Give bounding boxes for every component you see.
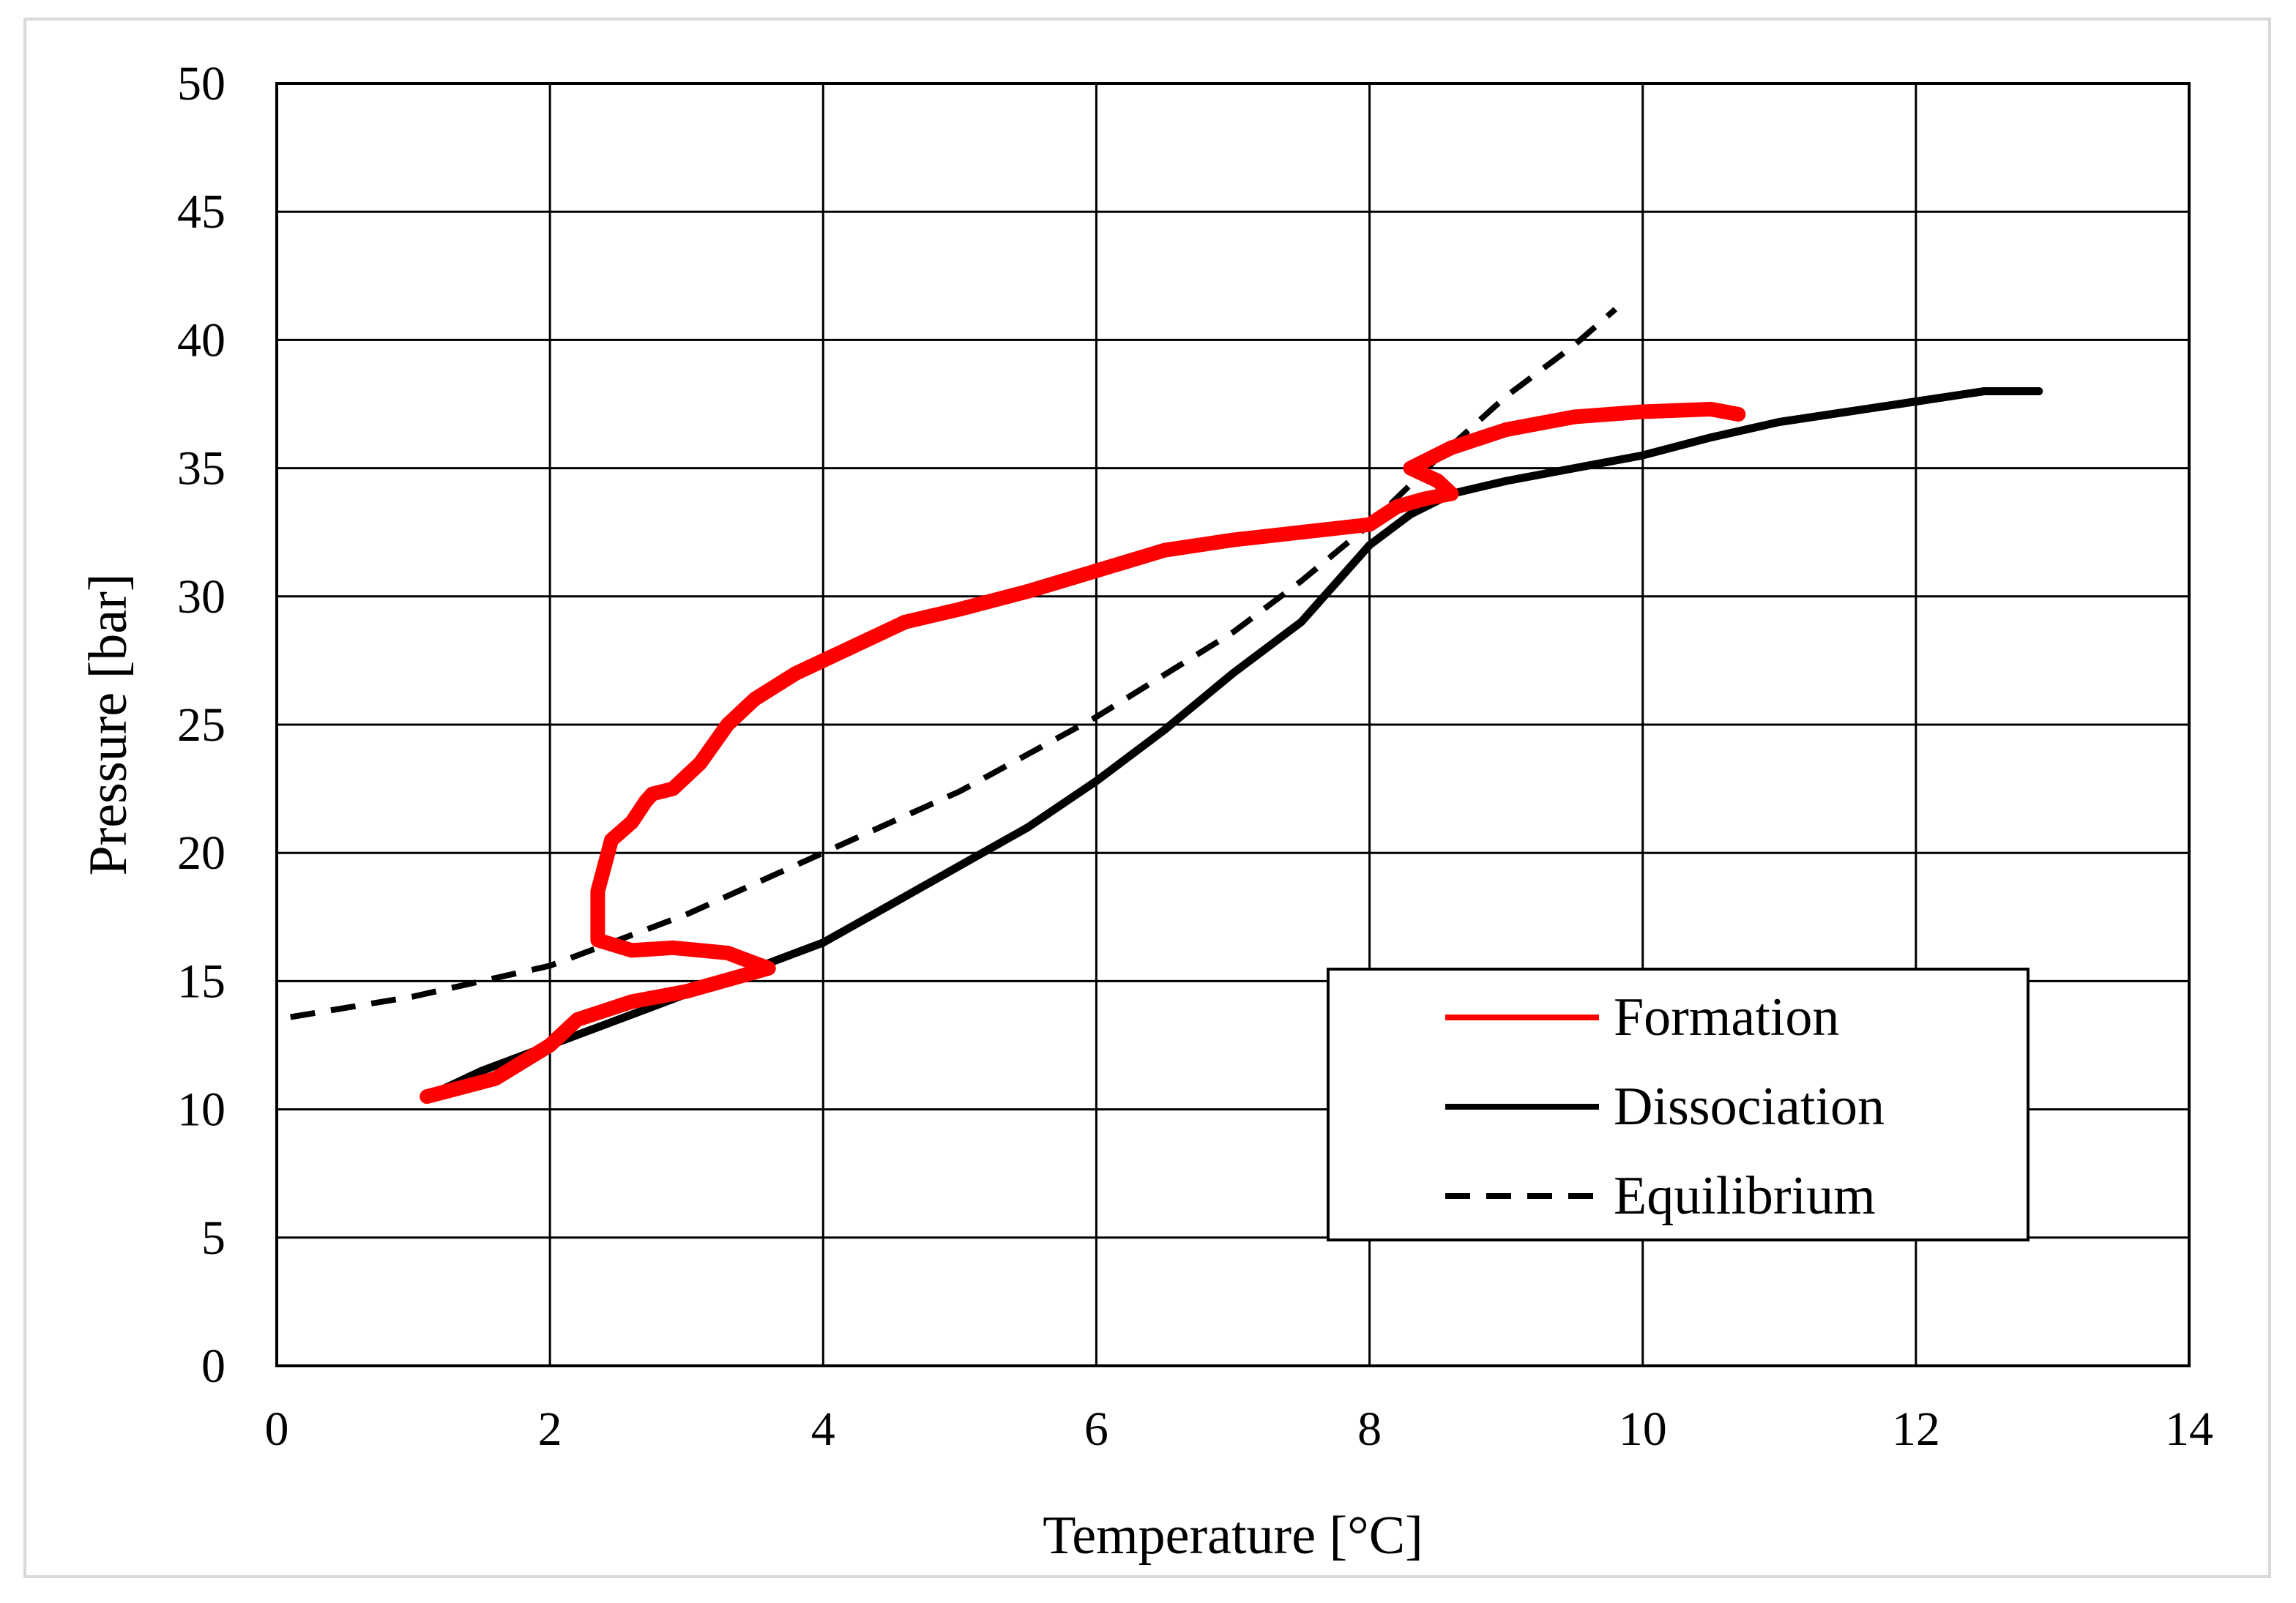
- x-tick-label: 10: [1619, 1402, 1667, 1456]
- x-tick-label: 2: [538, 1402, 562, 1456]
- y-tick-label: 40: [177, 313, 225, 367]
- x-tick-label: 12: [1892, 1402, 1940, 1456]
- plot-area-border: [275, 82, 2191, 1367]
- x-tick-label: 4: [811, 1402, 835, 1456]
- y-tick-label: 15: [177, 954, 225, 1008]
- x-tick-label: 6: [1084, 1402, 1108, 1456]
- y-tick-label: 0: [201, 1339, 225, 1393]
- legend-label-equilibrium: Equilibrium: [1614, 1166, 1876, 1226]
- y-tick-label: 50: [177, 57, 225, 111]
- tick-labels: 0 2 4 6 8 10 12 14 0 5 10 15 20 25 30 35 40 45 50: [177, 57, 2213, 1456]
- y-tick-label: 30: [177, 570, 225, 624]
- y-tick-label: 5: [201, 1211, 225, 1265]
- y-axis-title: Pressure [bar]: [78, 574, 138, 876]
- x-tick-label: 8: [1357, 1402, 1382, 1456]
- y-tick-label: 45: [177, 185, 225, 239]
- x-axis-title: Temperature [°C]: [1043, 1506, 1423, 1566]
- x-tick-label: 14: [2165, 1402, 2213, 1456]
- y-tick-label: 10: [177, 1083, 225, 1137]
- legend-label-formation: Formation: [1614, 987, 1839, 1047]
- y-tick-label: 20: [177, 826, 225, 880]
- series-formation-line: [420, 402, 1746, 1105]
- legend-label-dissociation: Dissociation: [1614, 1077, 1885, 1137]
- legend: Formation Dissociation Equilibrium: [1327, 968, 2029, 1241]
- legend-box: [1327, 968, 2029, 1241]
- chart-frame: [23, 18, 2271, 1578]
- series-layer: [290, 307, 2043, 1105]
- series-equilibrium-line: [290, 307, 1618, 1020]
- y-tick-label: 25: [177, 698, 225, 752]
- x-tick-label: 0: [265, 1402, 289, 1456]
- y-tick-label: 35: [177, 442, 225, 496]
